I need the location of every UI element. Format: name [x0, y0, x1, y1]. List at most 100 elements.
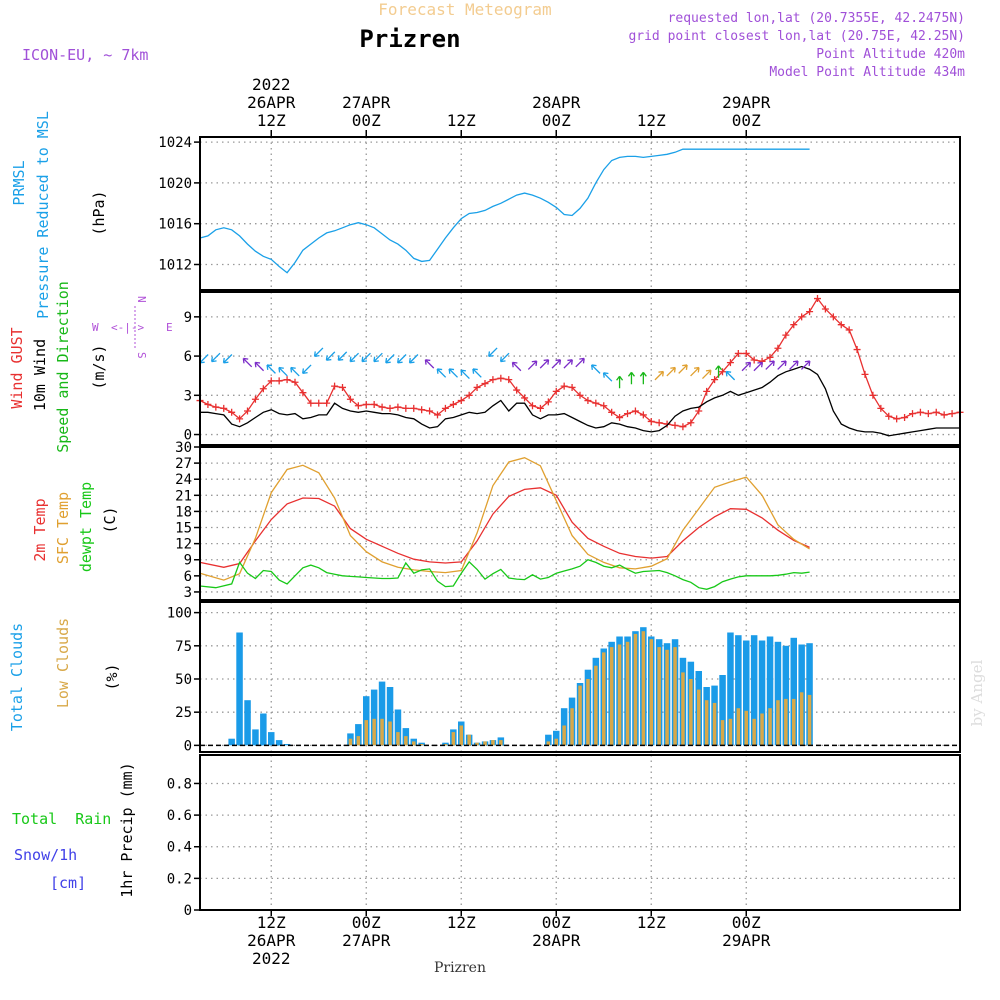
series-line-sfc-temp — [199, 457, 810, 581]
gust-point — [861, 370, 869, 378]
total-cloud-bar — [244, 700, 251, 746]
low-cloud-bar — [364, 720, 368, 746]
wind-arrow — [602, 372, 613, 382]
low-cloud-bar — [499, 740, 503, 746]
gust-point — [331, 382, 339, 390]
y-tick-label: 75 — [175, 639, 192, 655]
y-tick-label: 21 — [175, 488, 192, 504]
gust-point — [291, 378, 299, 386]
series-line-dewpt-temp — [199, 558, 810, 590]
gust-point — [426, 407, 434, 415]
total-cloud-bar — [252, 729, 259, 746]
snow-label: Snow/1h — [14, 846, 77, 864]
compass-line: <-|-> — [111, 321, 144, 334]
wind-arrow — [702, 369, 712, 380]
gust-point — [687, 419, 695, 427]
gust-point — [592, 399, 600, 407]
wind-arrow — [210, 352, 221, 363]
gust-point — [386, 404, 394, 412]
y-tick-label: 6 — [184, 569, 192, 585]
wind-arrow — [715, 365, 723, 378]
bottom-axis-label: 26APR — [247, 931, 296, 950]
low-cloud-bar — [673, 647, 677, 746]
bottom-axis-label: 2022 — [252, 949, 291, 968]
low-cloud-bar — [768, 708, 772, 746]
low-cloud-bar — [617, 644, 622, 746]
panel-frame — [199, 754, 961, 911]
y-tick-label: 12 — [175, 537, 192, 553]
wind-arrow — [800, 360, 811, 370]
top-axis-label: 00Z — [352, 111, 381, 130]
y-tick-label: 0 — [184, 903, 192, 919]
low-cloud-bar — [348, 738, 353, 746]
gust-point — [576, 391, 584, 399]
top-axis-label: 12Z — [637, 111, 666, 130]
gust-point — [901, 414, 909, 422]
gust-point — [631, 407, 639, 415]
wind-arrow — [527, 360, 538, 370]
y-tick-label: 25 — [175, 705, 192, 721]
panel-frame — [199, 446, 961, 601]
dewpt-label: dewpt Temp — [77, 482, 95, 572]
gust-point — [647, 417, 655, 425]
wind-arrow — [654, 370, 665, 381]
gust-point — [869, 391, 877, 399]
wind-arrow — [222, 354, 233, 364]
wind-arrow — [666, 366, 676, 377]
gust-point — [829, 313, 837, 321]
watermark: by Angel — [968, 659, 986, 726]
gust-point — [711, 376, 719, 384]
total-cloud-bar — [268, 732, 275, 746]
low-cloud-bar — [419, 744, 424, 746]
gust-point — [655, 419, 663, 427]
wind-arrow — [448, 368, 458, 378]
wind-arrow — [639, 371, 647, 385]
total-cloud-bar — [545, 734, 552, 746]
low-cloud-bar — [728, 718, 733, 746]
gust-point — [370, 400, 378, 408]
gust-point — [726, 359, 734, 367]
gust-point — [410, 404, 418, 412]
wind-arrow — [753, 361, 763, 372]
top-axis-label: 00Z — [542, 111, 571, 130]
bottom-axis-label: 28APR — [532, 931, 581, 950]
wind-arrow — [563, 359, 573, 369]
point-altitude: Point Altitude 420m — [816, 47, 965, 62]
total-cloud-bar — [806, 643, 813, 746]
low-cloud-bar — [562, 725, 566, 746]
gust-point — [821, 305, 829, 313]
low-cloud-bar — [776, 700, 780, 746]
total-cloud-bar — [735, 635, 742, 746]
wind10-label: 10m Wind — [31, 339, 49, 411]
y-tick-label: 0 — [184, 428, 192, 444]
gust-point — [750, 356, 758, 364]
wind-arrow — [254, 361, 265, 372]
gust-point — [418, 406, 426, 414]
low-cloud-bar — [697, 689, 701, 746]
gust-point — [315, 399, 323, 407]
y-tick-label: 0.8 — [167, 776, 192, 792]
total-cloud-bar — [386, 687, 394, 746]
total-cloud-bar — [283, 744, 291, 746]
wind-arrow — [325, 351, 336, 361]
y-tick-label: 9 — [184, 553, 192, 569]
wind-arrow — [511, 361, 522, 372]
precip-unit: 1hr Precip (mm) — [118, 762, 136, 897]
prmsl-unit: (hPa) — [90, 190, 108, 235]
series-line-prmsl — [199, 148, 810, 274]
gust-point — [275, 377, 283, 385]
gust-point — [679, 423, 687, 431]
wind-arrow — [337, 351, 348, 361]
y-tick-label: 9 — [184, 310, 192, 326]
wind-arrow — [551, 359, 562, 369]
gust-point — [544, 398, 552, 406]
gust-point — [782, 331, 790, 339]
low-cloud-bar — [412, 741, 416, 746]
gust-point — [354, 402, 362, 410]
gust-point — [734, 349, 742, 357]
total-cloud-bar — [766, 636, 774, 746]
low-cloud-bar — [760, 713, 764, 746]
gust-point — [584, 397, 592, 405]
